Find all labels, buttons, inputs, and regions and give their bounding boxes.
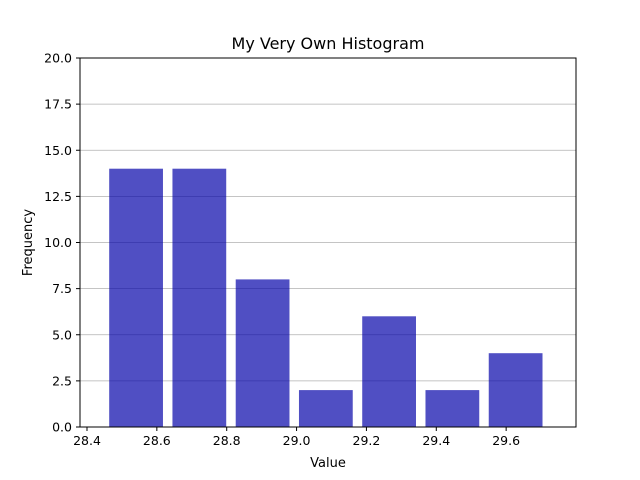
x-tick-label: 29.4 — [422, 433, 450, 448]
y-tick-label: 12.5 — [44, 189, 72, 204]
histogram-bar — [362, 316, 416, 427]
y-tick-label: 17.5 — [44, 97, 72, 112]
x-tick-label: 28.8 — [213, 433, 241, 448]
y-axis-ticks: 0.0 2.5 5.0 7.5 10.0 12.5 15.0 17.5 20.0 — [44, 51, 80, 435]
histogram-bar — [298, 390, 353, 427]
y-tick-label: 20.0 — [44, 51, 72, 66]
x-tick-label: 29.6 — [492, 433, 520, 448]
chart-title: My Very Own Histogram — [232, 34, 425, 53]
y-tick-label: 10.0 — [44, 235, 72, 250]
y-tick-label: 15.0 — [44, 143, 72, 158]
x-axis-ticks: 28.4 28.6 28.8 29.0 29.2 29.4 29.6 — [73, 427, 520, 448]
y-tick-label: 7.5 — [52, 281, 72, 296]
y-tick-label: 0.0 — [52, 420, 72, 435]
y-tick-label: 5.0 — [52, 327, 72, 342]
histogram-bar — [235, 279, 290, 427]
x-tick-label: 28.4 — [73, 433, 101, 448]
x-tick-label: 29.0 — [283, 433, 311, 448]
bars-group — [109, 168, 543, 427]
x-tick-label: 29.2 — [353, 433, 381, 448]
histogram-bar — [172, 168, 227, 427]
histogram-bar — [425, 390, 480, 427]
y-axis-label: Frequency — [21, 209, 36, 276]
x-axis-label: Value — [310, 456, 346, 471]
x-tick-label: 28.6 — [143, 433, 171, 448]
histogram-bar — [109, 168, 163, 427]
histogram-bar — [488, 353, 543, 427]
y-tick-label: 2.5 — [52, 373, 72, 388]
